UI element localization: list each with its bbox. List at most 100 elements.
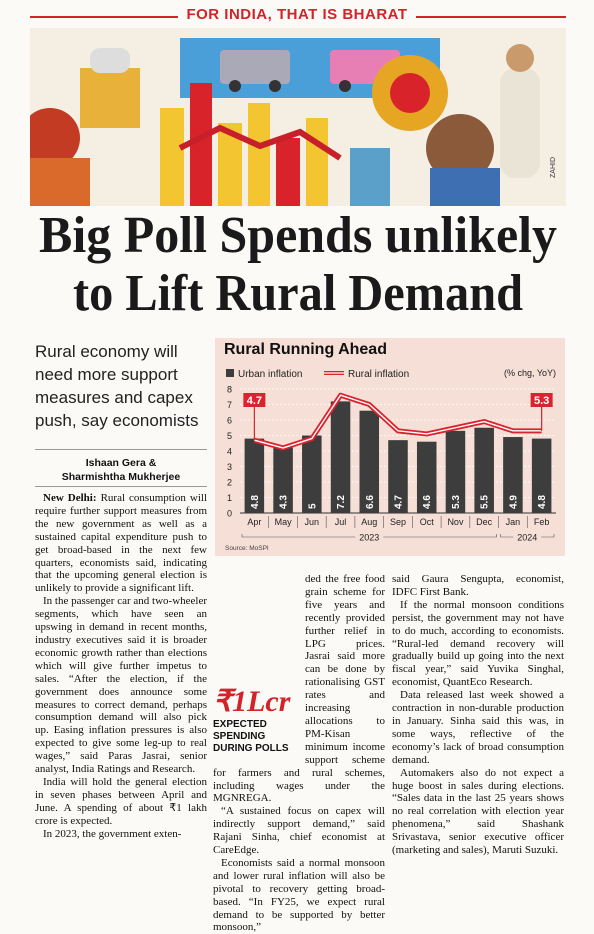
paragraph: In 2023, the government exten- (35, 828, 207, 841)
callout-box (530, 393, 553, 407)
headline: Big Poll Spends unlikely to Lift Rural D… (39, 207, 557, 322)
y-tick-label: 5 (227, 431, 232, 441)
callout-label: 5.3 (534, 395, 549, 407)
y-tick-label: 6 (227, 416, 232, 426)
paragraph: ded the free food grain scheme for five … (213, 573, 385, 805)
banner-rule (416, 16, 566, 18)
paragraph-text: In 2023, the government exten- (43, 827, 182, 840)
source: Source: MoSPI (225, 545, 269, 552)
bar (359, 410, 380, 513)
x-tick-label: Apr (247, 517, 261, 527)
paragraph-text: ded the free food grain scheme for five … (213, 573, 385, 805)
bar (416, 441, 437, 513)
bar (503, 437, 523, 513)
bar (531, 438, 552, 513)
bar (445, 430, 466, 513)
section-banner: FOR INDIA, THAT IS BHARAT (186, 6, 408, 23)
byline-line: Sharmishtha Mukherjee (61, 471, 181, 483)
x-tick-label: Jul (335, 517, 347, 527)
legend-label: Rural inflation (348, 369, 409, 380)
bar-value-label: 4.3 (279, 495, 290, 509)
article-column: said Gaura Sengupta, economist, IDFC Fir… (392, 573, 564, 857)
article-column: New Delhi: Rural consumption will requir… (35, 492, 207, 840)
paragraph-text: “A sustained focus on capex will indirec… (213, 805, 385, 857)
y-tick-label: 2 (227, 478, 232, 488)
x-tick-label: Jan (506, 517, 521, 527)
legend-swatch (226, 369, 234, 377)
paragraph-text: Rural consumption will require further s… (35, 492, 207, 595)
paragraph: In the passenger car and two-wheeler seg… (35, 595, 207, 776)
unit-label: (% chg, YoY) (504, 368, 556, 378)
legend-label: Urban inflation (238, 369, 302, 380)
bar (330, 401, 351, 513)
banner-rule (30, 16, 178, 18)
bar (302, 435, 322, 513)
paragraph: Automakers also do not expect a huge boo… (392, 767, 564, 857)
x-tick-label: Sep (390, 517, 406, 527)
bar-value-label: 5.5 (480, 495, 491, 509)
paragraph-text: India will hold the general election in … (35, 775, 207, 827)
y-tick-label: 7 (227, 400, 232, 410)
callout: ₹1Lcr EXPECTED SPENDING DURING POLLS (213, 685, 299, 755)
y-tick-label: 8 (227, 385, 232, 395)
year-label: 2023 (359, 533, 379, 543)
paragraph: Economists said a normal monsoon and low… (213, 857, 385, 934)
paragraph: Data released last week showed a contrac… (392, 689, 564, 766)
paragraph-text: said Gaura Sengupta, economist, IDFC Fir… (392, 573, 564, 598)
separator (35, 449, 207, 450)
paragraph: If the normal monsoon conditions persist… (392, 599, 564, 689)
bar (244, 438, 265, 513)
bar (273, 446, 293, 513)
paragraph: New Delhi: Rural consumption will requir… (35, 492, 207, 595)
headline-line: to Lift Rural Demand (73, 265, 523, 322)
illustration-credit: ZAHID (550, 157, 557, 178)
y-tick-label: 0 (227, 509, 232, 519)
callout-caption: EXPECTED SPENDING DURING POLLS (213, 719, 289, 754)
paragraph: “A sustained focus on capex will indirec… (213, 805, 385, 857)
article-column: ₹1Lcr EXPECTED SPENDING DURING POLLS ded… (213, 573, 385, 934)
paragraph: India will hold the general election in … (35, 776, 207, 828)
bar-value-label: 5.3 (451, 495, 462, 509)
x-tick-label: Jun (305, 517, 320, 527)
x-tick-label: Oct (420, 517, 435, 527)
bar (474, 427, 494, 513)
year-label: 2024 (517, 533, 537, 543)
bar (388, 440, 408, 513)
x-tick-label: Aug (361, 517, 377, 527)
paragraph-text: If the normal monsoon conditions persist… (392, 598, 564, 689)
x-tick-label: Dec (476, 517, 493, 527)
bar-value-label: 4.7 (394, 495, 405, 509)
bar-value-label: 5 (307, 503, 318, 509)
line (254, 394, 542, 449)
dateline: New Delhi: (43, 492, 97, 504)
bar-value-label: 6.6 (365, 495, 376, 509)
callout-label: 4.7 (247, 395, 262, 407)
byline-line: Ishaan Gera & (85, 457, 157, 469)
paragraph-text: Economists said a normal monsoon and low… (213, 856, 385, 934)
subhead: Rural economy will need more support mea… (35, 342, 199, 430)
bar-value-label: 4.8 (250, 495, 261, 509)
year-bracket (241, 534, 497, 538)
headline-line: Big Poll Spends unlikely (39, 207, 557, 264)
x-tick-label: May (275, 517, 293, 527)
paragraph: said Gaura Sengupta, economist, IDFC Fir… (392, 573, 564, 599)
y-tick-label: 4 (227, 447, 232, 457)
bar-value-label: 7.2 (336, 495, 347, 509)
bar-value-label: 4.9 (508, 495, 519, 509)
year-bracket (500, 534, 555, 538)
paragraph-text: In the passenger car and two-wheeler seg… (35, 595, 208, 776)
y-tick-label: 1 (227, 493, 232, 503)
callout-box (243, 393, 266, 407)
paragraph-text: Automakers also do not expect a huge boo… (392, 766, 564, 857)
byline: Ishaan Gera & Sharmishtha Mukherjee (35, 456, 207, 484)
x-tick-label: Feb (534, 517, 550, 527)
x-tick-label: Nov (447, 517, 464, 527)
callout-amount: ₹1Lcr (213, 685, 291, 718)
bar-value-label: 4.6 (422, 495, 433, 509)
separator (35, 486, 207, 487)
y-tick-label: 3 (227, 462, 232, 472)
chart-title: Rural Running Ahead (224, 341, 387, 358)
chart: Rural Running Ahead (% chg, YoY) Source:… (215, 338, 565, 556)
illustration: ZAHID (30, 28, 566, 206)
page: { "banner": "FOR INDIA, THAT IS BHARAT",… (30, 6, 566, 934)
